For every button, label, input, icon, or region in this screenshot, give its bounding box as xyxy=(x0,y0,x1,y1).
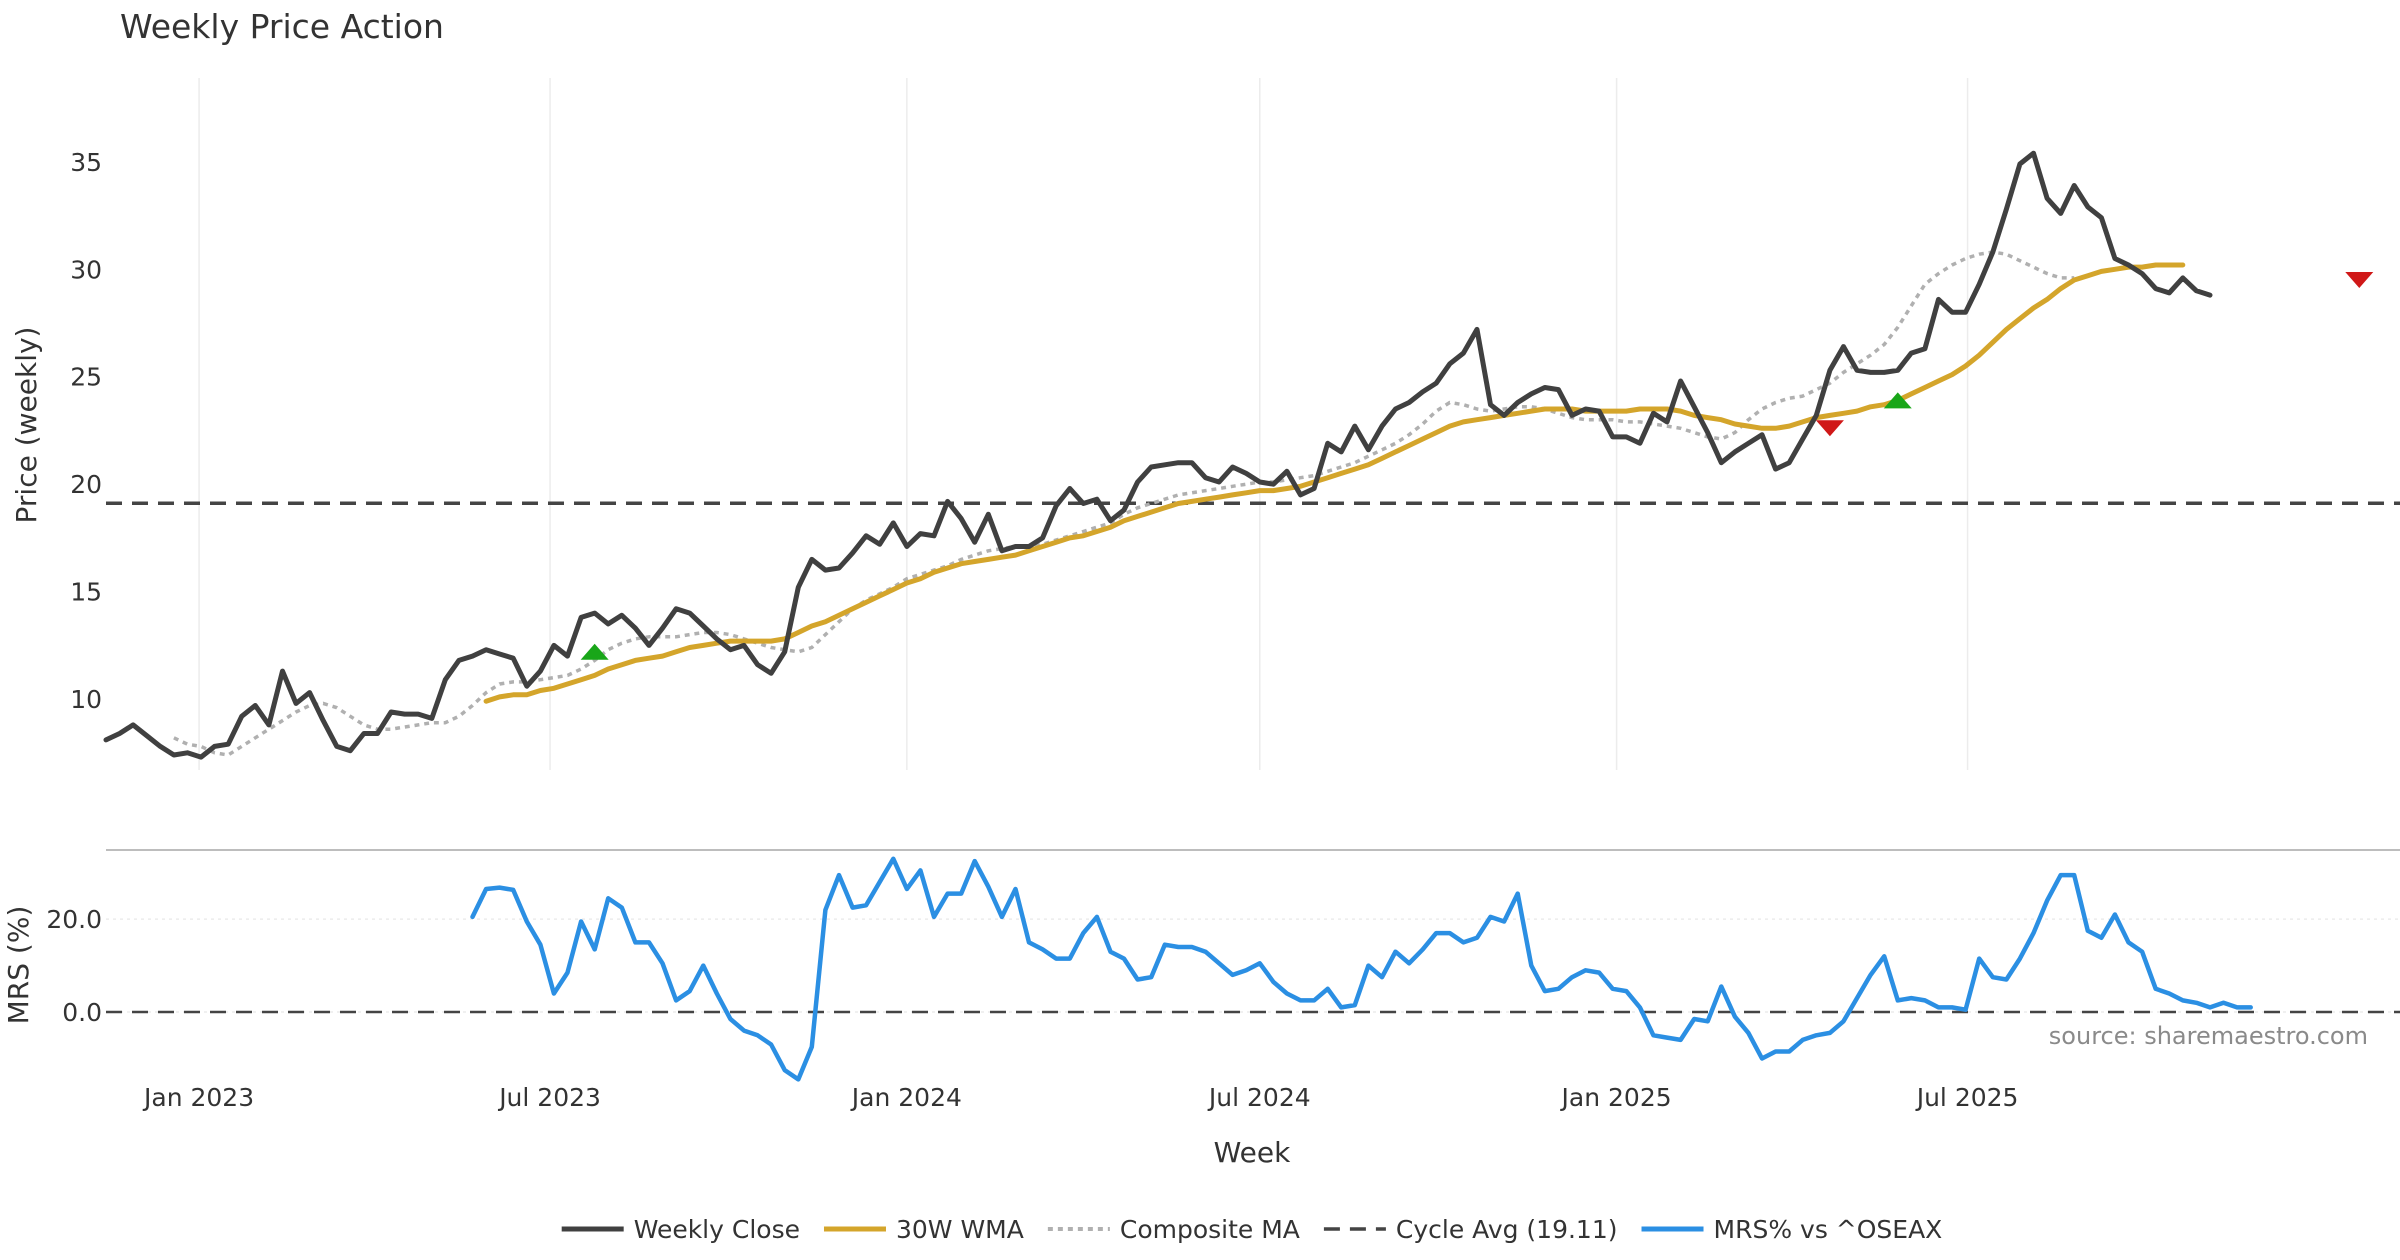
price-y-ticks: 10 15 20 25 30 35 xyxy=(70,148,102,714)
x-ticks: Jan 2023 Jul 2023 Jan 2024 Jul 2024 Jan 2025… xyxy=(142,1083,2018,1112)
price-panel-grid xyxy=(198,78,1969,770)
price-y-tick-label: 10 xyxy=(70,685,102,714)
legend-label: Cycle Avg (19.11) xyxy=(1396,1215,1618,1244)
sell-signal-marker xyxy=(2345,272,2374,289)
legend-label: MRS% vs ^OSEAX xyxy=(1714,1215,1943,1244)
x-tick-label: Jul 2023 xyxy=(497,1083,601,1112)
price-y-tick-label: 25 xyxy=(70,363,102,392)
price-y-tick-label: 20 xyxy=(70,470,102,499)
legend-label: 30W WMA xyxy=(896,1215,1024,1244)
price-y-tick-label: 15 xyxy=(70,578,102,607)
legend-label: Weekly Close xyxy=(634,1215,800,1244)
signal-markers xyxy=(580,272,2374,660)
x-tick-label: Jan 2023 xyxy=(142,1083,254,1112)
composite-ma-line xyxy=(173,250,2075,757)
mrs-y-tick-label: 20.0 xyxy=(46,905,102,934)
mrs-series-group xyxy=(470,856,2253,1082)
mrs-line xyxy=(470,856,2253,1082)
x-tick-label: Jul 2025 xyxy=(1915,1083,2019,1112)
chart-title: Weekly Price Action xyxy=(120,7,444,46)
mrs-y-tick-label: 0.0 xyxy=(62,998,102,1027)
legend: Weekly Close 30W WMA Composite MA Cycle Avg… xyxy=(561,1215,1943,1244)
x-tick-label: Jan 2025 xyxy=(1560,1083,1672,1112)
price-y-tick-label: 30 xyxy=(70,255,102,284)
price-y-tick-label: 35 xyxy=(70,148,102,177)
price-y-axis-label: Price (weekly) xyxy=(10,327,43,524)
x-axis-label: Week xyxy=(1214,1136,1291,1169)
source-watermark: source: sharemaestro.com xyxy=(2049,1022,2368,1050)
x-tick-label: Jul 2024 xyxy=(1207,1083,1311,1112)
weekly-close-line xyxy=(103,150,2213,760)
buy-signal-marker xyxy=(580,643,609,660)
mrs-y-ticks: 0.0 20.0 xyxy=(46,905,102,1027)
x-tick-label: Jan 2024 xyxy=(850,1083,962,1112)
buy-signal-marker xyxy=(1883,392,1912,409)
sell-signal-marker xyxy=(1815,420,1844,437)
mrs-y-axis-label: MRS (%) xyxy=(2,906,35,1025)
legend-label: Composite MA xyxy=(1120,1215,1300,1244)
